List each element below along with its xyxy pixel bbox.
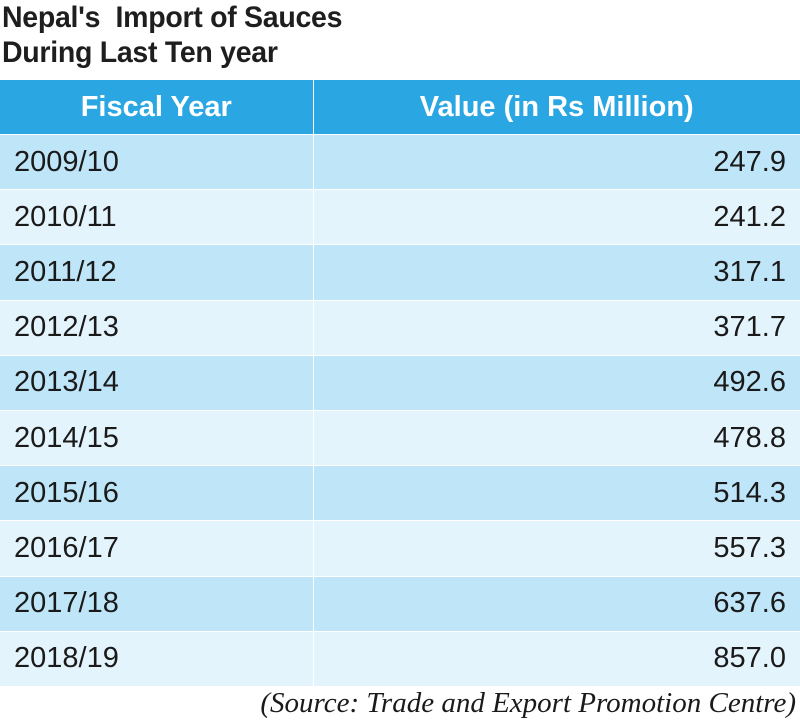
cell-value: 371.7	[313, 299, 800, 356]
chart-title: Nepal's Import of Sauces During Last Ten…	[2, 0, 743, 70]
cell-value: 514.3	[313, 465, 800, 521]
cell-fiscal-year: 2018/19	[0, 630, 314, 686]
cell-fiscal-year: 2009/10	[0, 133, 314, 190]
table-row: 2009/10 247.9	[0, 133, 800, 190]
table-row: 2011/12 317.1	[0, 244, 800, 301]
cell-value: 478.8	[313, 409, 800, 466]
cell-value: 317.1	[313, 244, 800, 301]
table-row: 2010/11 241.2	[0, 189, 800, 245]
source-note: (Source: Trade and Export Promotion Cent…	[260, 687, 796, 719]
cell-value: 557.3	[313, 520, 800, 576]
table-row: 2012/13 371.7	[0, 299, 800, 356]
table-body: 2009/10 247.9 2010/11 241.2 2011/12 317.1 2012…	[0, 133, 800, 686]
import-table: Fiscal Year Value (in Rs Million) 2009/1…	[0, 80, 800, 686]
cell-fiscal-year: 2015/16	[0, 465, 314, 521]
table-row: 2016/17 557.3	[0, 520, 800, 576]
cell-value: 857.0	[313, 630, 800, 686]
cell-fiscal-year: 2013/14	[0, 354, 314, 411]
table-row: 2017/18 637.6	[0, 575, 800, 632]
header-fiscal-year: Fiscal Year	[0, 80, 314, 135]
cell-fiscal-year: 2011/12	[0, 244, 314, 301]
title-line-2: During Last Ten year	[2, 36, 278, 69]
header-value: Value (in Rs Million)	[313, 80, 800, 135]
table-row: 2015/16 514.3	[0, 465, 800, 521]
table-row: 2018/19 857.0	[0, 630, 800, 686]
table-header: Fiscal Year Value (in Rs Million)	[0, 80, 800, 135]
cell-fiscal-year: 2010/11	[0, 189, 314, 245]
cell-value: 637.6	[313, 575, 800, 632]
data-table-container: Fiscal Year Value (in Rs Million) 2009/1…	[0, 80, 800, 686]
cell-fiscal-year: 2017/18	[0, 575, 314, 632]
cell-value: 247.9	[313, 133, 800, 190]
title-line-1: Nepal's Import of Sauces	[2, 1, 343, 34]
cell-fiscal-year: 2012/13	[0, 299, 314, 356]
cell-fiscal-year: 2016/17	[0, 520, 314, 576]
table-row: 2013/14 492.6	[0, 354, 800, 411]
cell-value: 241.2	[313, 189, 800, 245]
header-row: Fiscal Year Value (in Rs Million)	[0, 80, 800, 135]
table-row: 2014/15 478.8	[0, 409, 800, 466]
cell-value: 492.6	[313, 354, 800, 411]
cell-fiscal-year: 2014/15	[0, 409, 314, 466]
